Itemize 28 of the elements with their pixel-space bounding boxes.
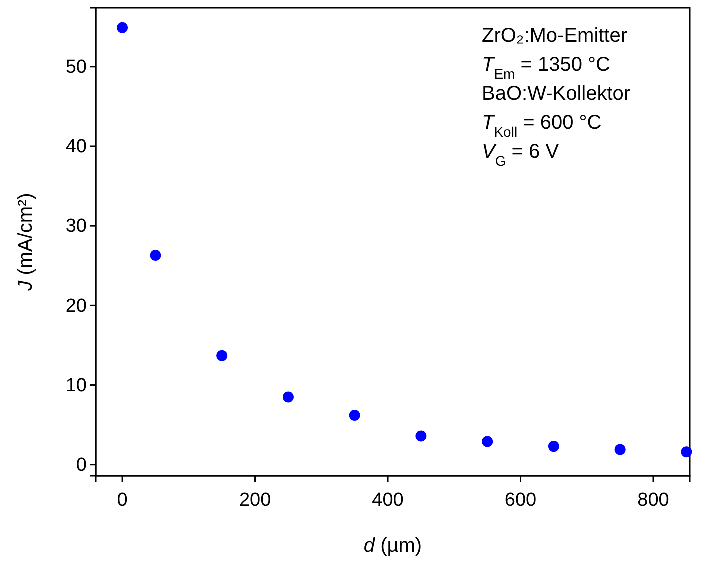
y-tick-label: 20 — [66, 296, 87, 317]
point — [416, 430, 427, 442]
x-tick-label: 200 — [239, 490, 272, 511]
point — [150, 250, 162, 262]
point — [681, 446, 692, 458]
point — [548, 441, 560, 452]
annotation: V$_{G}$ = 6 V — [482, 141, 560, 169]
y-tick-label: 50 — [66, 56, 87, 78]
point — [117, 22, 128, 34]
x-tick-label: 0 — [117, 490, 128, 511]
point — [349, 410, 360, 421]
point — [282, 392, 294, 403]
x-tick-label: 600 — [504, 490, 537, 511]
y-tick-label: 0 — [76, 454, 87, 476]
y-tick-label: 10 — [66, 375, 87, 396]
x-axis-title: d (µm) — [364, 535, 422, 557]
x-tick-label: 800 — [638, 490, 670, 511]
point — [614, 444, 626, 456]
x-tick-label: 400 — [372, 490, 404, 511]
point — [216, 350, 228, 362]
annotation: BaO:W-Kollektor — [482, 83, 631, 105]
annotation: T$_{Koll}$ = 600 °C — [482, 112, 602, 140]
point — [482, 436, 494, 448]
annotation: ZrO₂:Mo-Emitter — [482, 25, 628, 47]
annotation: T$_{Em}$ = 1350 °C — [482, 54, 611, 82]
y-axis-title: J (mA/cm²) — [15, 193, 37, 292]
y-tick-label: 40 — [66, 136, 87, 158]
y-tick-label: 30 — [66, 216, 87, 238]
